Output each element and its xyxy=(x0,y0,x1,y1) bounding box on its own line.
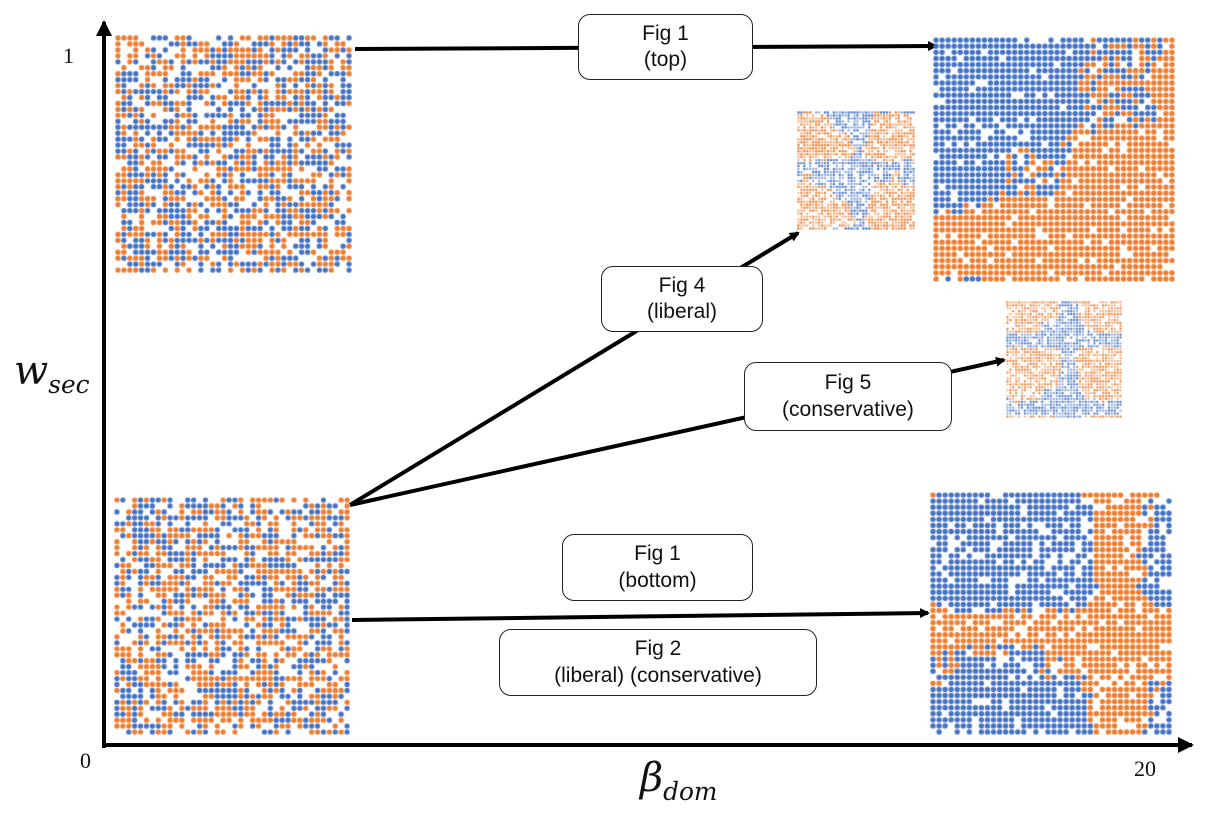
fig1-top-label: Fig 1 (top) xyxy=(578,14,753,80)
y-axis-title: wsec xyxy=(14,348,90,399)
lattice-fig4-small xyxy=(797,111,915,230)
lattice-bottom-right xyxy=(930,492,1172,735)
x-axis-title: βdom xyxy=(640,755,718,806)
lattice-top-right xyxy=(933,37,1175,282)
fig2-label: Fig 2 (liberal) (conservative) xyxy=(499,629,817,696)
arrow-fig1-bottom xyxy=(351,608,930,622)
fig5-conservative-label: Fig 5 (conservative) xyxy=(744,362,952,431)
x-max-tick: 20 xyxy=(1134,756,1156,781)
lattice-top-left xyxy=(115,35,352,273)
y-max-tick: 1 xyxy=(63,43,74,68)
x-min-tick: 0 xyxy=(80,748,91,773)
fig4-liberal-label: Fig 4 (liberal) xyxy=(601,266,763,332)
lattice-fig5-small xyxy=(1006,301,1122,418)
lattice-bottom-left xyxy=(114,497,350,735)
fig1-bottom-label: Fig 1 (bottom) xyxy=(562,534,753,601)
